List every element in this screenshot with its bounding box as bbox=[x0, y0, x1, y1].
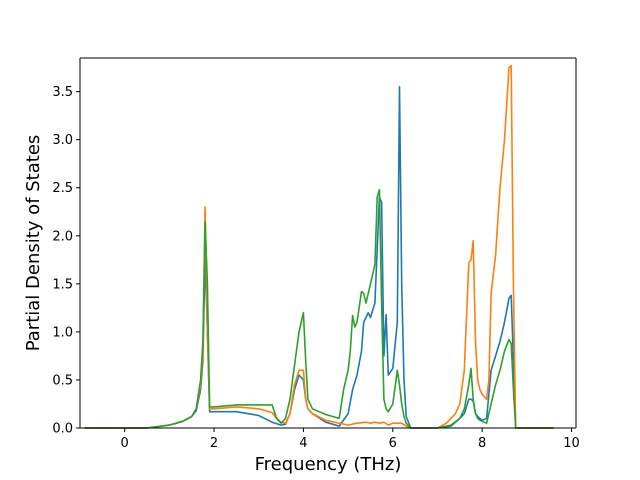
x-axis-label: Frequency (THz) bbox=[255, 454, 402, 475]
y-axis-label: Partial Density of States bbox=[23, 135, 44, 352]
x-tick-label: 4 bbox=[299, 436, 307, 451]
x-tick-label: 8 bbox=[478, 436, 486, 451]
y-tick-label: 2.5 bbox=[52, 181, 73, 196]
y-tick-label: 3.0 bbox=[52, 133, 73, 148]
y-tick-label: 0.0 bbox=[52, 422, 73, 437]
y-tick-label: 2.0 bbox=[52, 229, 73, 244]
x-tick-label: 2 bbox=[210, 436, 218, 451]
series-layer bbox=[84, 64, 554, 429]
y-tick-label: 1.0 bbox=[52, 325, 73, 340]
axes-frame bbox=[79, 57, 577, 429]
series-line-2 bbox=[84, 64, 554, 429]
y-tick-label: 3.5 bbox=[52, 85, 73, 100]
series-line-1 bbox=[84, 86, 554, 429]
x-tick-label: 0 bbox=[121, 436, 129, 451]
y-axis-ticks: 0.0 0.5 1.0 1.5 2.0 2.5 3.0 3.5 bbox=[52, 85, 80, 437]
plot-area bbox=[80, 58, 576, 428]
x-tick-label: 6 bbox=[389, 436, 397, 451]
series-line-3 bbox=[84, 188, 554, 429]
y-tick-label: 1.5 bbox=[52, 277, 73, 292]
x-axis-ticks: 0 2 4 6 8 10 bbox=[121, 428, 580, 451]
x-tick-label: 10 bbox=[563, 436, 580, 451]
y-tick-label: 0.5 bbox=[52, 373, 73, 388]
